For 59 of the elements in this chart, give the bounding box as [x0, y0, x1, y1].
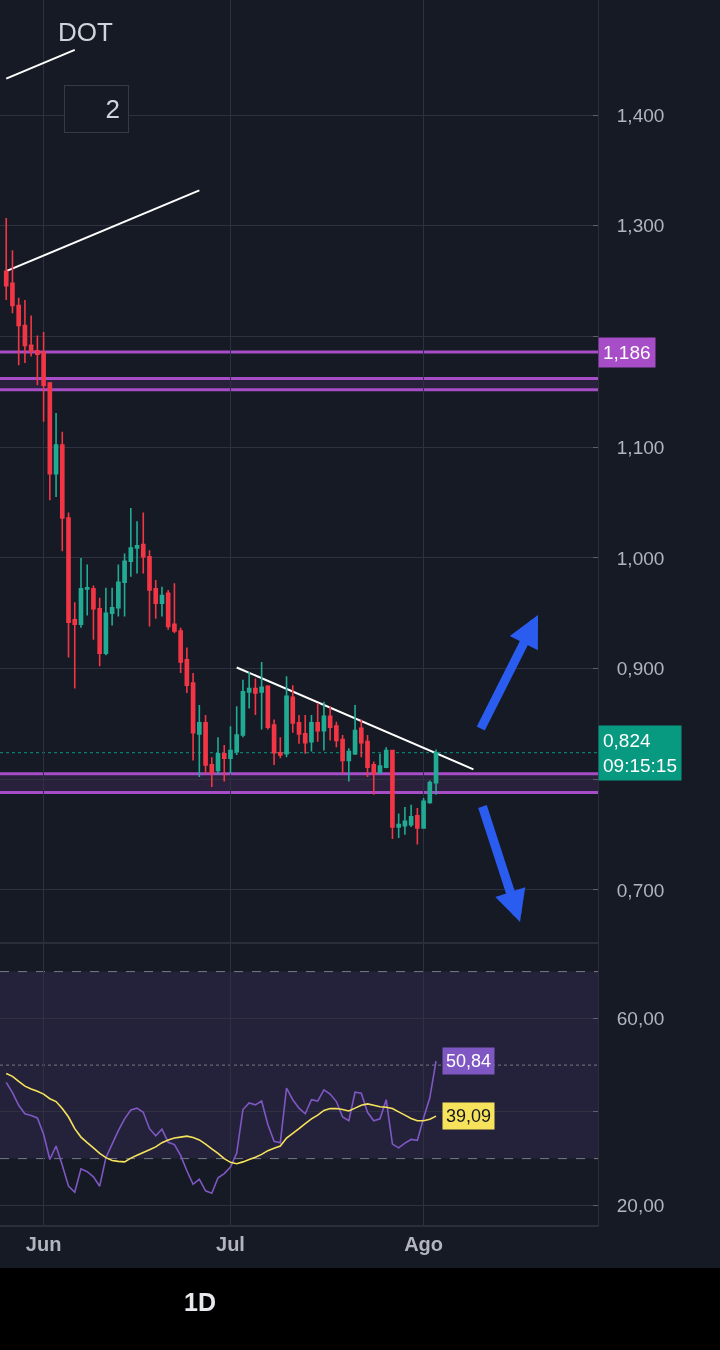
text: 1D [184, 1288, 216, 1316]
candlestick [433, 748, 439, 796]
y-tick-label: 1,100 [616, 436, 665, 458]
annotation: 2 [105, 94, 120, 124]
candlestick [28, 314, 34, 358]
y-tick-label: 1,300 [616, 215, 665, 237]
candlestick [352, 704, 358, 756]
line-series [5, 1072, 437, 1165]
x-tick-label: Ago [404, 1233, 444, 1255]
candlestick [284, 675, 289, 758]
candlestick [190, 672, 196, 762]
data-label: 50,84 [446, 1051, 492, 1071]
y-tick-label: 60,00 [616, 1007, 665, 1029]
candlestick [277, 736, 283, 760]
candlestick [296, 714, 302, 745]
candlestick [47, 381, 53, 502]
data-label: 39,09 [446, 1106, 492, 1126]
candlestick [159, 585, 165, 618]
candlestick [184, 646, 190, 694]
candlestick [408, 803, 414, 828]
candlestick [390, 749, 395, 840]
candlestick [197, 704, 202, 778]
ref-line-label: 0,824 09:15:15 [603, 730, 677, 776]
candlestick [415, 807, 420, 846]
ref-line-label: 1,186 [603, 342, 651, 363]
candlestick [134, 520, 140, 575]
candlestick [22, 299, 28, 364]
candlestick [221, 744, 227, 783]
text: DOT [58, 17, 113, 48]
candlestick [377, 753, 383, 775]
candlestick [240, 678, 246, 739]
candlestick [109, 586, 115, 627]
x-tick-label: Jul [216, 1233, 245, 1255]
candlestick [321, 701, 327, 752]
candlestick [346, 747, 352, 783]
candlestick [215, 736, 221, 776]
y-tick-label: 1,400 [616, 104, 665, 126]
candlestick [402, 806, 408, 836]
candlestick [271, 718, 277, 766]
candlestick [396, 812, 401, 839]
y-tick-label: 0,900 [616, 658, 665, 680]
candlestick [327, 705, 333, 742]
candlestick [309, 714, 314, 753]
candlestick [53, 412, 59, 498]
candlestick [383, 746, 389, 770]
candlestick [103, 586, 109, 657]
y-tick-label: 1,000 [616, 547, 665, 569]
candlestick [246, 671, 252, 710]
y-tick-label: 20,00 [616, 1195, 665, 1217]
candlestick [259, 661, 264, 731]
candlestick [78, 557, 84, 629]
x-tick-label: Jun [25, 1233, 62, 1255]
candlestick [84, 563, 90, 617]
candlestick [253, 677, 258, 716]
line-series [5, 1060, 437, 1195]
candlestick [290, 684, 296, 734]
candlestick [315, 702, 321, 743]
y-tick-label: 0,700 [616, 879, 665, 901]
candlestick [302, 714, 308, 755]
